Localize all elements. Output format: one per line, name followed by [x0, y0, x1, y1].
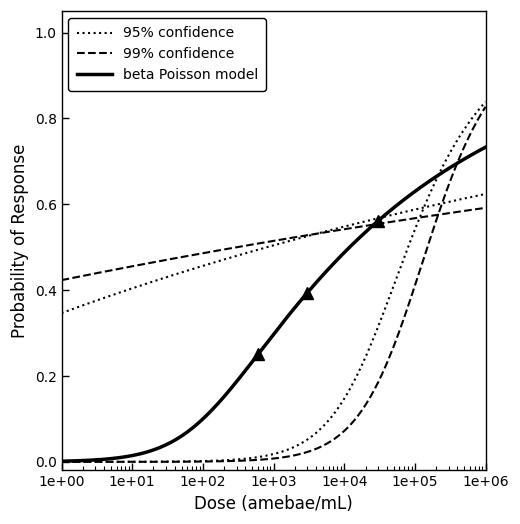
99% confidence [483, 104, 489, 110]
99% confidence [260, 456, 266, 463]
Line: beta Poisson model: beta Poisson model [61, 147, 486, 461]
Y-axis label: Probability of Response: Probability of Response [11, 144, 29, 338]
beta Poisson model [260, 345, 266, 351]
99% confidence [472, 121, 478, 127]
Line: 99% confidence: 99% confidence [61, 107, 486, 462]
95% confidence [288, 445, 294, 452]
99% confidence [288, 453, 294, 459]
95% confidence [311, 432, 317, 438]
95% confidence [263, 453, 269, 459]
95% confidence [58, 458, 64, 465]
beta Poisson model [406, 193, 412, 199]
beta Poisson model [483, 144, 489, 150]
99% confidence [58, 458, 64, 465]
95% confidence [472, 111, 478, 117]
Line: 95% confidence: 95% confidence [61, 102, 486, 462]
beta Poisson model [263, 342, 269, 348]
99% confidence [406, 300, 412, 307]
99% confidence [311, 446, 317, 453]
beta Poisson model [288, 309, 294, 315]
beta Poisson model [58, 458, 64, 464]
beta Poisson model [311, 282, 317, 288]
99% confidence [263, 456, 269, 463]
beta Poisson model [472, 149, 478, 156]
X-axis label: Dose (amebae/mL): Dose (amebae/mL) [194, 495, 353, 513]
95% confidence [483, 99, 489, 105]
95% confidence [260, 453, 266, 460]
95% confidence [406, 242, 412, 248]
Legend: 95% confidence, 99% confidence, beta Poisson model: 95% confidence, 99% confidence, beta Poi… [69, 18, 266, 91]
